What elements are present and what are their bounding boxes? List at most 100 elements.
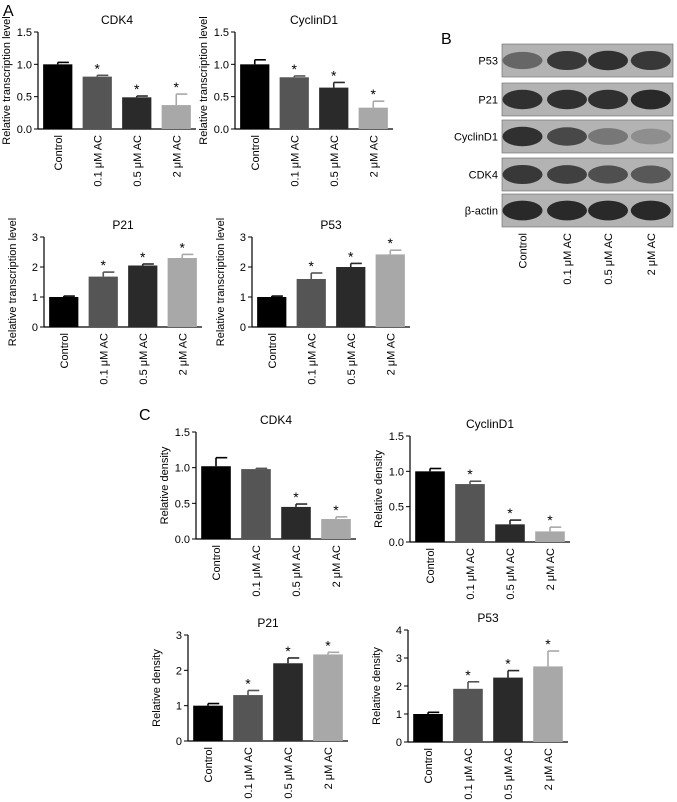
chart-title: P53 <box>320 218 342 232</box>
x-tick-label: Control <box>267 333 279 368</box>
y-tick-label: 0.0 <box>389 537 404 549</box>
significance-marker: * <box>547 512 553 528</box>
x-tick-label: 2 μM AC <box>177 333 189 375</box>
x-tick-label: 0.5 μM AC <box>132 135 144 187</box>
y-tick-label: 0.5 <box>175 498 190 510</box>
x-tick-label: 0.5 μM AC <box>346 333 358 385</box>
bar <box>453 688 483 742</box>
blot-band <box>630 89 671 110</box>
x-tick-label: 2 μM AC <box>323 747 335 789</box>
x-tick-label: 0.1 μM AC <box>306 333 318 385</box>
bar <box>240 64 270 129</box>
blot-row-cyclind1: CyclinD1 <box>454 119 674 154</box>
bar <box>281 506 311 539</box>
blot-band <box>546 165 587 184</box>
y-axis-label: Relative density <box>371 647 383 725</box>
blot-row-p53: P53 <box>478 43 674 78</box>
blot-lane-label: 0.1 μM AC <box>562 233 574 285</box>
x-tick-label: Control <box>211 545 223 580</box>
y-tick-label: 1 <box>32 292 38 304</box>
significance-marker: * <box>348 248 354 264</box>
x-tick-label: Control <box>59 333 71 368</box>
blot-lane-label: 0.5 μM AC <box>603 233 615 285</box>
y-tick-label: 0 <box>176 736 182 748</box>
y-tick-label: 0.5 <box>17 92 32 104</box>
x-tick-label: 2 μM AC <box>385 333 397 375</box>
y-tick-label: 3 <box>240 232 246 244</box>
bar <box>128 265 158 327</box>
y-tick-label: 2 <box>176 665 182 677</box>
chart-c-cdk4: CDK4 0.0 0.5 1.0 1.5 Relative density Control 0… <box>159 413 356 597</box>
bar <box>358 107 388 129</box>
x-tick-label: Control <box>250 135 262 170</box>
blot-row-label: CyclinD1 <box>454 132 498 144</box>
x-tick-label: Control <box>423 748 435 783</box>
significance-marker: * <box>333 502 339 518</box>
y-tick-label: 2 <box>396 681 402 693</box>
blot-band <box>502 89 543 110</box>
y-tick-label: 0 <box>396 737 402 749</box>
blot-lane-label: 2 μM AC <box>646 233 658 275</box>
x-tick-label: 0.5 μM AC <box>283 747 295 799</box>
significance-marker: * <box>293 489 299 505</box>
y-tick-label: 0.5 <box>214 92 229 104</box>
chart-a-cyclind1: CyclinD1 0.0 0.5 1.0 1.5 Relative transcripti… <box>198 13 393 187</box>
x-tick-label: 0.5 μM AC <box>503 748 515 800</box>
y-tick-label: 1.0 <box>175 463 190 475</box>
bar-charts: CDK4 0.0 0.5 1.0 1.5 Relative transcription l… <box>1 13 570 800</box>
chart-title: CyclinD1 <box>290 13 338 27</box>
y-tick-label: 3 <box>396 653 402 665</box>
blot-band <box>546 89 587 110</box>
bar <box>122 97 152 129</box>
significance-marker: * <box>285 643 291 659</box>
y-tick-label: 0.0 <box>175 534 190 546</box>
bar <box>296 279 326 327</box>
bar <box>375 254 405 327</box>
blot-band <box>546 50 587 71</box>
bar <box>201 466 231 539</box>
x-tick-label: 0.5 μM AC <box>329 135 341 187</box>
x-tick-label: Control <box>425 548 437 583</box>
significance-marker: * <box>95 60 101 76</box>
x-tick-label: 0.5 μM AC <box>291 545 303 597</box>
y-axis-label: Relative density <box>373 450 385 528</box>
x-tick-label: Control <box>53 135 65 170</box>
bar <box>535 531 565 542</box>
significance-marker: * <box>140 249 146 265</box>
x-tick-label: 2 μM AC <box>171 135 183 177</box>
y-tick-label: 1.0 <box>214 59 229 71</box>
significance-marker: * <box>245 675 251 691</box>
x-tick-label: 0.1 μM AC <box>289 135 301 187</box>
blot-band <box>502 164 543 185</box>
blot-band <box>630 50 671 71</box>
chart-title: CyclinD1 <box>466 417 514 431</box>
bar <box>415 471 445 542</box>
blot-band <box>502 126 543 147</box>
x-tick-label: 2 μM AC <box>545 548 557 590</box>
y-tick-label: 0 <box>240 322 246 334</box>
blot-band <box>546 200 587 221</box>
y-tick-label: 1 <box>240 292 246 304</box>
y-axis-label: Relative density <box>151 649 163 727</box>
y-tick-label: 0 <box>32 322 38 334</box>
y-tick-label: 1 <box>396 709 402 721</box>
chart-a-cdk4: CDK4 0.0 0.5 1.0 1.5 Relative transcription l… <box>1 13 196 187</box>
y-axis-label: Relative transcription level <box>7 218 19 346</box>
blot-band <box>588 89 629 110</box>
significance-marker: * <box>388 235 394 251</box>
blot-band <box>588 200 629 221</box>
blot-row-label: CDK4 <box>469 170 498 182</box>
bar <box>49 297 79 327</box>
y-tick-label: 1.5 <box>214 27 229 39</box>
bar <box>88 276 118 327</box>
y-tick-label: 3 <box>176 630 182 642</box>
panel-label-c: C <box>139 407 151 424</box>
blot-row-cdk4: CDK4 <box>469 157 674 192</box>
y-tick-label: 0.5 <box>389 502 404 514</box>
bar <box>82 76 112 129</box>
x-tick-label: 0.1 μM AC <box>465 548 477 600</box>
bar <box>273 663 303 741</box>
y-tick-label: 1.5 <box>175 427 190 439</box>
y-tick-label: 1.0 <box>17 59 32 71</box>
western-blot: P53 P21 CyclinD1 CDK4 β-actin Control 0.1 μM A… <box>454 43 674 285</box>
